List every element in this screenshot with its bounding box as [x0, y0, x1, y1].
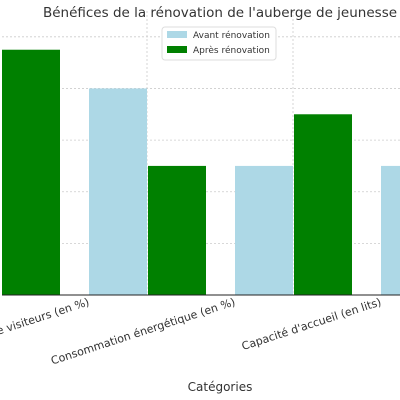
legend-label: Avant rénovation	[193, 30, 270, 41]
legend-label: Après rénovation	[193, 45, 270, 56]
bar-apres-1	[148, 165, 206, 295]
bars	[2, 49, 400, 296]
bar-apres-2	[294, 114, 352, 295]
bar-avant-2	[381, 165, 400, 295]
x-axis-label: Catégories	[188, 380, 253, 394]
legend-box	[161, 26, 277, 61]
x-tick-labels: Nombre de visiteurs (en %)Consommation é…	[0, 295, 383, 367]
x-tick-label: Capacité d'accueil (en lits)	[240, 295, 383, 352]
legend: Avant rénovation Après rénovation	[161, 26, 277, 61]
chart-title: Bénéfices de la rénovation de l'auberge …	[43, 5, 397, 21]
bar-apres-0	[2, 49, 60, 296]
bar-avant-0	[89, 88, 147, 295]
bar-avant-1	[235, 165, 293, 295]
legend-swatch	[167, 46, 187, 53]
legend-swatch	[167, 31, 187, 38]
